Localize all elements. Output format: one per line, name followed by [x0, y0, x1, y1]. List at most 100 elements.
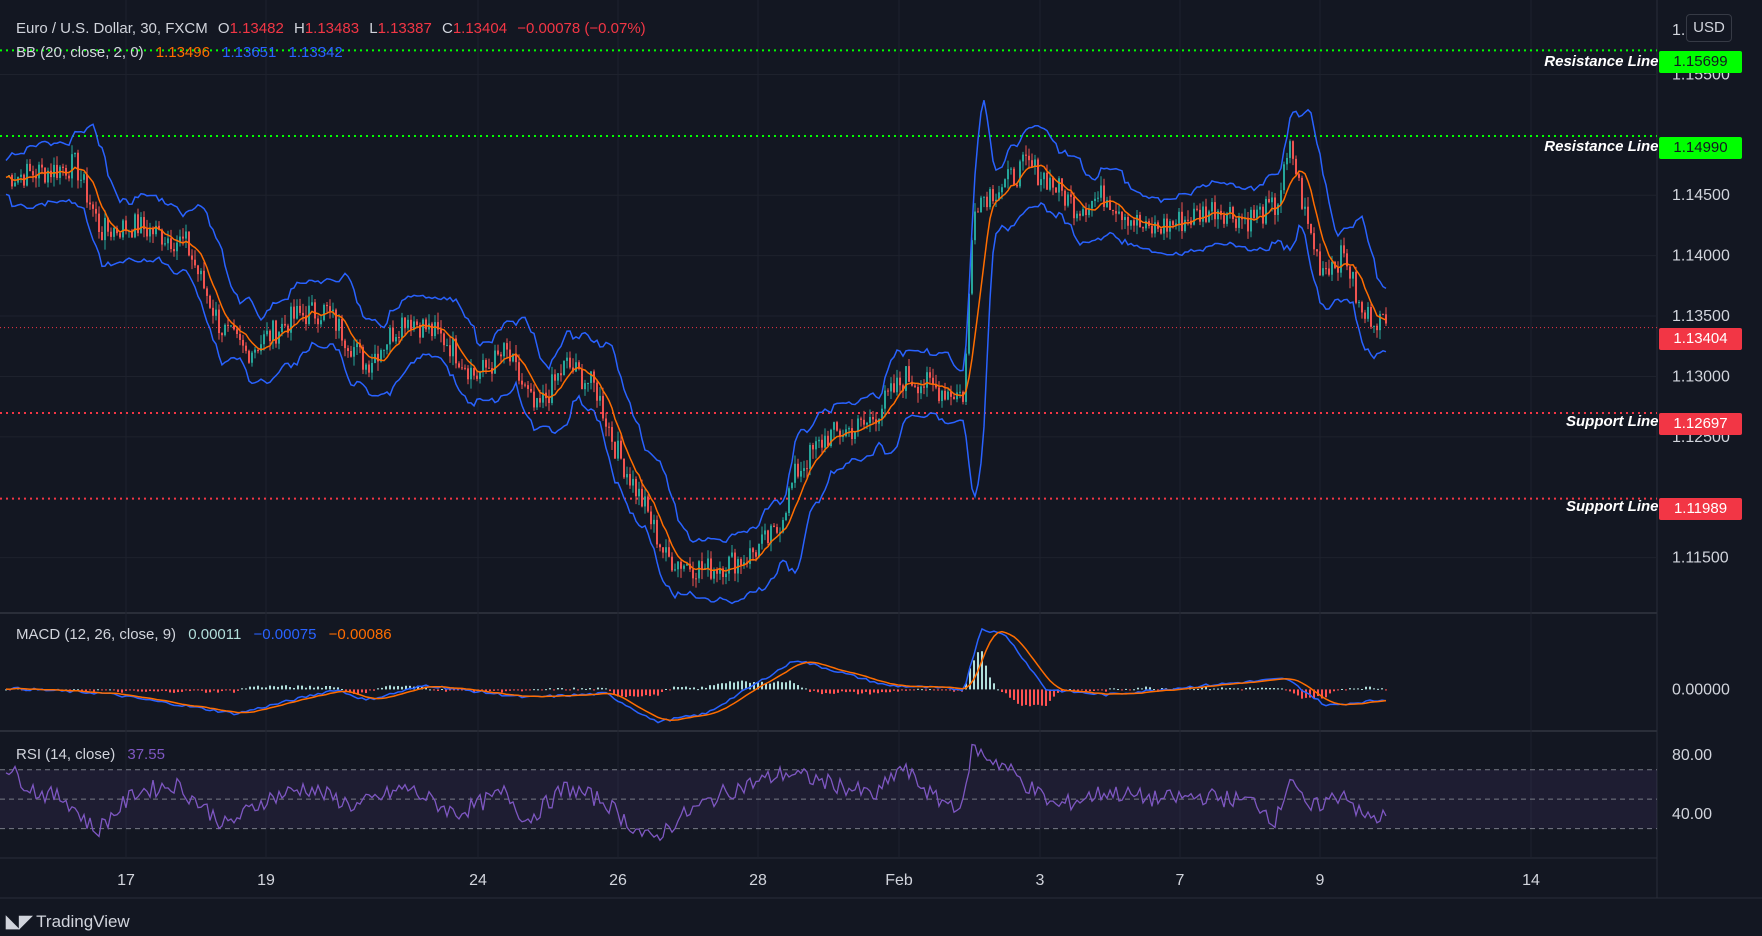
macd-histogram-bar [97, 689, 99, 691]
macd-histogram-bar [497, 689, 499, 691]
macd-histogram-bar [409, 685, 411, 690]
macd-histogram-bar [229, 689, 231, 691]
candle-body [47, 170, 49, 183]
macd-histogram-bar [245, 688, 247, 690]
candle-body [329, 306, 331, 312]
candle-body [833, 422, 835, 430]
macd-histogram-bar [513, 689, 515, 691]
candle-body [1367, 306, 1369, 319]
candle-body [464, 367, 466, 369]
candle-body [326, 304, 328, 307]
ohlc-close: C1.13404 [442, 20, 507, 37]
candle-body [869, 417, 871, 423]
macd-histogram-bar [885, 689, 887, 693]
macd-histogram-bar [309, 685, 311, 690]
candle-body [344, 340, 346, 349]
x-tick-label: 28 [749, 872, 767, 889]
candle-body [515, 353, 517, 363]
candle-body [860, 418, 862, 420]
macd-histogram-bar [1273, 688, 1275, 690]
candle-body [398, 337, 400, 339]
candle-body [1019, 161, 1021, 187]
candle-body [1352, 271, 1354, 279]
candle-body [401, 317, 403, 338]
macd-histogram-bar [1041, 689, 1043, 706]
candle-body [854, 430, 856, 439]
rsi-legend[interactable]: RSI (14, close) 37.55 [16, 746, 173, 763]
candle-body [14, 182, 16, 187]
candle-body [656, 519, 658, 545]
candle-body [923, 386, 925, 388]
macd-histogram-bar [357, 689, 359, 695]
candle-body [686, 563, 688, 566]
macd-histogram-bar [481, 689, 483, 691]
macd-histogram-bar [405, 685, 407, 690]
candle-body [713, 569, 715, 579]
candle-body [1136, 214, 1138, 226]
macd-histogram-bar [981, 651, 983, 690]
macd-histogram-bar [613, 689, 615, 695]
tradingview-brand[interactable]: ◣◤ TradingView [6, 912, 130, 932]
open-label: O [217, 20, 230, 37]
candle-body [461, 367, 463, 369]
macd-histogram-bar [449, 689, 451, 691]
macd-histogram-bar [441, 689, 443, 691]
ohlc-high: H1.13483 [294, 20, 359, 37]
candle-body [251, 352, 253, 363]
candle-body [1322, 268, 1324, 276]
candle-body [548, 398, 550, 404]
high-value: 1.13483 [304, 20, 360, 37]
candle-body [1115, 211, 1117, 214]
macd-histogram-bar [1145, 686, 1147, 690]
macd-legend[interactable]: MACD (12, 26, close, 9) 0.00011 −0.00075… [16, 626, 400, 643]
candle-body [29, 163, 31, 172]
candle-body [539, 398, 541, 403]
macd-histogram-bar [393, 686, 395, 690]
macd-histogram-bar [745, 681, 747, 690]
bb-legend[interactable]: BB (20, close, 2, 0) 1.13496 1.13651 1.1… [16, 44, 351, 61]
candle-body [518, 362, 520, 381]
candle-body [224, 324, 226, 336]
macd-histogram-bar [1113, 688, 1115, 690]
candle-body [77, 152, 79, 181]
candle-body [995, 199, 997, 202]
candle-body [836, 422, 838, 431]
macd-histogram-bar [649, 689, 651, 697]
candle-body [1211, 202, 1213, 212]
macd-histogram-bar [689, 687, 691, 690]
candle-body [797, 463, 799, 477]
candle-body [410, 319, 412, 330]
candle-body [395, 337, 397, 342]
candle-body [812, 444, 814, 450]
candle-body [887, 390, 889, 392]
macd-histogram-bar [665, 688, 667, 690]
macd-histogram-bar [737, 681, 739, 690]
candle-body [620, 440, 622, 459]
macd-histogram-bar [353, 689, 355, 694]
candle-body [998, 192, 1000, 200]
candle-body [983, 196, 985, 198]
macd-histogram-bar [237, 689, 239, 691]
macd-histogram-bar [1009, 689, 1011, 698]
currency-button[interactable]: USD [1686, 14, 1732, 42]
candle-body [1304, 206, 1306, 209]
candle-body [1205, 206, 1207, 222]
macd-histogram-bar [1125, 688, 1127, 690]
candle-body [806, 468, 808, 470]
macd-histogram-bar [329, 685, 331, 690]
macd-histogram-bar [173, 689, 175, 693]
macd-histogram-bar [681, 687, 683, 690]
macd-histogram-bar [809, 689, 811, 692]
candle-body [209, 295, 211, 308]
candle-body [1355, 271, 1357, 303]
macd-histogram-bar [1337, 689, 1339, 691]
candle-body [1340, 245, 1342, 273]
macd-histogram-bar [489, 689, 491, 691]
candle-body [668, 547, 670, 557]
candle-body [1010, 168, 1012, 170]
candle-body [557, 373, 559, 381]
macd-histogram-bar [373, 689, 375, 691]
macd-histogram-bar [669, 689, 671, 691]
